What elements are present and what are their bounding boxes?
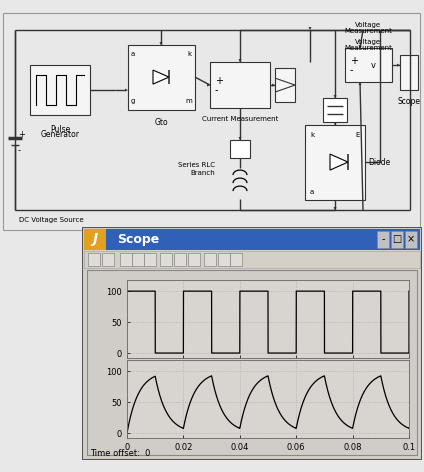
- Text: Voltage: Voltage: [355, 39, 381, 45]
- Bar: [275, 68, 295, 102]
- Polygon shape: [334, 207, 337, 210]
- Bar: [323, 98, 347, 122]
- Bar: [377, 231, 389, 248]
- Polygon shape: [238, 137, 242, 140]
- Polygon shape: [359, 45, 362, 48]
- Bar: [305, 125, 365, 200]
- Text: k: k: [310, 132, 314, 138]
- Bar: [84, 251, 420, 268]
- Text: J: J: [92, 233, 98, 246]
- Bar: [230, 253, 242, 266]
- Polygon shape: [159, 42, 162, 45]
- Polygon shape: [334, 122, 337, 125]
- Text: -: -: [215, 85, 218, 95]
- Text: Pulse: Pulse: [50, 125, 70, 134]
- Bar: [87, 270, 417, 455]
- Text: a: a: [310, 189, 314, 195]
- Text: E: E: [356, 132, 360, 138]
- Text: DC Voltage Source: DC Voltage Source: [19, 217, 84, 223]
- Text: Branch: Branch: [190, 170, 215, 176]
- Text: +: +: [215, 76, 223, 86]
- Bar: [88, 253, 100, 266]
- Polygon shape: [238, 59, 242, 62]
- Bar: [132, 253, 144, 266]
- Text: Series RLC: Series RLC: [178, 162, 215, 168]
- Polygon shape: [397, 64, 400, 67]
- Bar: [84, 229, 420, 250]
- Text: Measurement: Measurement: [344, 45, 392, 51]
- Bar: [230, 140, 250, 158]
- Bar: [144, 253, 156, 266]
- Polygon shape: [379, 30, 382, 33]
- Bar: [405, 231, 417, 248]
- Text: g: g: [131, 98, 135, 104]
- Text: □: □: [392, 235, 402, 244]
- Text: a: a: [131, 51, 135, 57]
- Bar: [204, 253, 216, 266]
- Text: Gto: Gto: [154, 118, 168, 127]
- Text: Time offset:  0: Time offset: 0: [90, 449, 151, 458]
- Bar: [218, 253, 230, 266]
- Text: -: -: [350, 65, 354, 75]
- Text: Measurement: Measurement: [344, 28, 392, 34]
- Text: -: -: [381, 235, 385, 244]
- Bar: [102, 253, 114, 266]
- Polygon shape: [153, 70, 169, 84]
- Text: Scope: Scope: [117, 233, 159, 246]
- Bar: [391, 231, 403, 248]
- Polygon shape: [330, 154, 348, 170]
- Text: +: +: [350, 56, 358, 66]
- Text: Generator: Generator: [41, 130, 80, 139]
- Bar: [345, 48, 392, 82]
- Text: -: -: [18, 147, 21, 156]
- Bar: [174, 253, 186, 266]
- Text: m: m: [185, 98, 192, 104]
- Bar: [400, 55, 418, 90]
- Bar: [128, 45, 195, 110]
- Text: Scope: Scope: [398, 97, 421, 106]
- Text: Current Measurement: Current Measurement: [202, 116, 278, 122]
- Bar: [210, 62, 270, 108]
- Text: v: v: [371, 60, 376, 69]
- Polygon shape: [207, 84, 210, 86]
- Bar: [30, 65, 90, 115]
- Bar: [120, 253, 132, 266]
- Polygon shape: [359, 82, 362, 85]
- Polygon shape: [309, 27, 312, 30]
- Text: ×: ×: [407, 235, 415, 244]
- Polygon shape: [334, 95, 337, 98]
- Bar: [84, 229, 106, 250]
- Text: Voltage: Voltage: [355, 22, 381, 28]
- Text: k: k: [188, 51, 192, 57]
- Polygon shape: [272, 84, 275, 86]
- Bar: [160, 253, 172, 266]
- Text: +: +: [18, 130, 25, 139]
- Polygon shape: [125, 89, 128, 92]
- Text: Diode: Diode: [368, 158, 390, 167]
- Bar: [188, 253, 200, 266]
